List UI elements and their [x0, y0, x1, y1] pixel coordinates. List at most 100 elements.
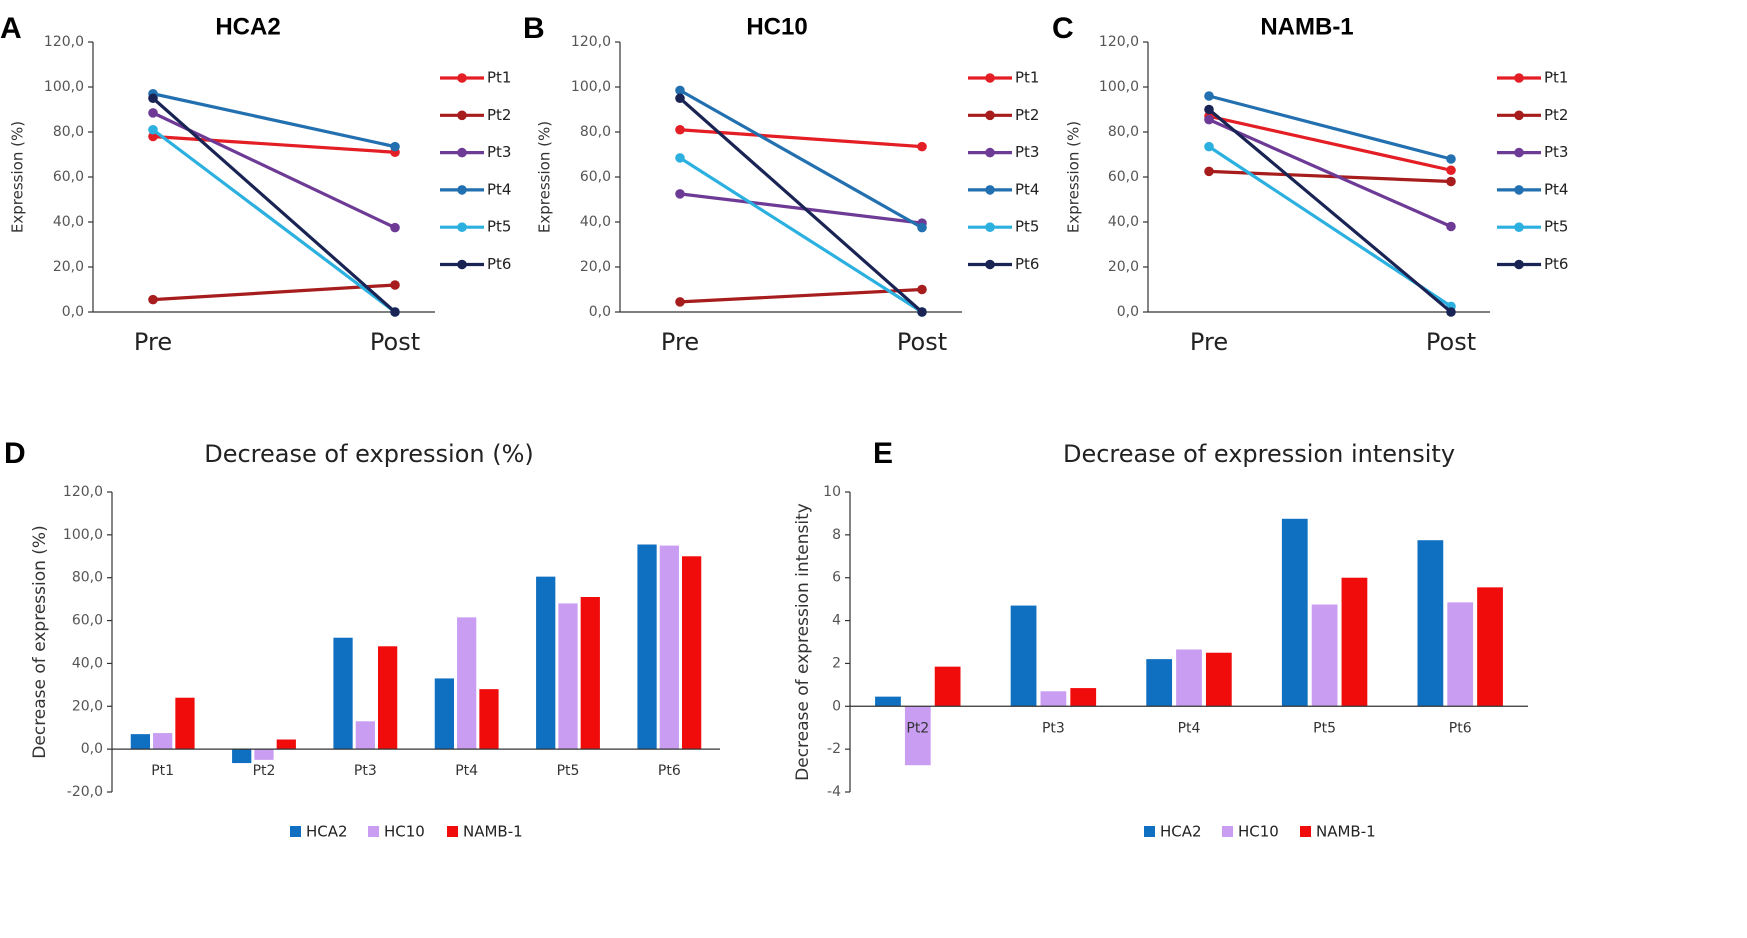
y-tick-label: 120,0: [1099, 34, 1139, 50]
x-category-label: Pt5: [1313, 720, 1336, 736]
bar-namb-1-pt3: [1070, 688, 1097, 707]
legend-label: Pt1: [487, 69, 511, 87]
data-point: [1204, 91, 1214, 101]
panel-a: A HCA2 0,0 20,0 40,0 60,0 80,0 100,0 120,0 Expres…: [0, 12, 511, 356]
bar-namb-1-pt3: [378, 646, 398, 750]
panel-letter: C: [1052, 12, 1074, 45]
y-tick-label: 60,0: [580, 169, 611, 185]
legend-label: HCA2: [306, 823, 348, 841]
y-tick-label: 100,0: [63, 527, 103, 543]
bar-hc10-pt6: [1447, 602, 1474, 707]
chart-title: Decrease of expression intensity: [1063, 440, 1455, 468]
data-point: [675, 124, 685, 135]
bar-hc10-pt3: [355, 721, 375, 750]
bar-hc10-pt4: [1176, 649, 1202, 707]
bar-hc10-pt5: [1311, 604, 1338, 707]
data-point: [1204, 141, 1214, 152]
series-line-pt3: [678, 192, 924, 225]
bar-hc10-pt3: [1040, 691, 1067, 707]
data-point: [1446, 221, 1456, 232]
x-category-label: Pt4: [455, 763, 478, 779]
legend-swatch: [368, 826, 379, 837]
legend-swatch: [290, 826, 301, 837]
y-tick-label: -4: [827, 784, 841, 800]
bar-hca2-pt2: [875, 696, 901, 707]
bar-hc10-pt4: [457, 617, 477, 750]
y-tick-label: 20,0: [580, 259, 611, 275]
data-point: [148, 131, 158, 142]
bar-namb-1-pt6: [682, 556, 702, 750]
data-point: [148, 93, 158, 104]
legend-label: Pt3: [487, 143, 511, 161]
legend-marker: [985, 110, 995, 121]
data-point: [148, 124, 158, 135]
x-category-label: Post: [897, 328, 947, 356]
x-category-label: Post: [1426, 328, 1476, 356]
bar-namb-1-pt6: [1477, 587, 1503, 707]
legend-marker: [985, 185, 995, 195]
legend-label: Pt2: [487, 106, 511, 124]
data-point: [390, 307, 400, 317]
legend-label: Pt4: [487, 180, 511, 198]
y-tick-label: 8: [832, 527, 841, 543]
data-point: [390, 222, 400, 233]
legend-marker: [457, 73, 467, 83]
series-line-pt5: [151, 128, 397, 314]
data-point: [390, 280, 400, 290]
bar-hca2-pt4: [1146, 659, 1173, 707]
legend-label: Pt3: [1544, 143, 1568, 161]
y-tick-label: 80,0: [72, 570, 103, 586]
series-line-pt5: [678, 156, 924, 314]
y-axis-label: Expression (%): [9, 121, 27, 233]
x-category-label: Pt2: [906, 720, 929, 736]
bar-hca2-pt5: [1281, 518, 1308, 707]
bar-hc10-pt5: [558, 603, 578, 750]
y-tick-label: 2: [832, 655, 841, 671]
legend-label: Pt2: [1015, 106, 1039, 124]
legend-label: Pt4: [1544, 180, 1568, 198]
bar-hca2-pt3: [1010, 605, 1037, 707]
bar-hca2-pt2: [232, 749, 252, 764]
y-axis-label: Decrease of expression intensity: [793, 503, 813, 781]
y-axis-label: Decrease of expression (%): [30, 525, 50, 758]
legend-label: HC10: [1238, 823, 1279, 841]
bar-hca2-pt3: [333, 637, 353, 750]
y-tick-label: 20,0: [1108, 259, 1139, 275]
y-tick-label: 0,0: [62, 304, 84, 320]
series-line-pt4: [678, 88, 924, 230]
data-point: [148, 108, 158, 118]
x-category-label: Pre: [1190, 328, 1228, 356]
y-tick-label: 60,0: [53, 169, 84, 185]
panel-letter: E: [873, 437, 893, 470]
legend-marker: [1514, 73, 1524, 83]
legend-marker: [1514, 110, 1524, 121]
y-tick-label: 0,0: [81, 741, 103, 757]
y-tick-label: 10: [823, 484, 841, 500]
y-tick-label: 4: [832, 613, 841, 629]
legend-marker: [1514, 147, 1524, 158]
x-category-label: Pre: [134, 328, 172, 356]
chart-title: NAMB-1: [1260, 13, 1353, 40]
y-tick-label: 120,0: [63, 484, 103, 500]
data-point: [675, 189, 685, 199]
legend-marker: [457, 110, 467, 121]
data-point: [917, 222, 927, 233]
legend-label: Pt5: [1015, 218, 1039, 236]
series-line-pt1: [1207, 114, 1453, 172]
y-tick-label: 40,0: [53, 214, 84, 230]
y-tick-label: 20,0: [72, 698, 103, 714]
bar-hca2-pt1: [130, 734, 150, 750]
x-category-label: Pt3: [354, 763, 377, 779]
legend-marker: [457, 147, 467, 158]
data-point: [1204, 114, 1214, 125]
series-line-pt6: [151, 96, 397, 314]
bar-hc10-pt2: [904, 706, 931, 766]
y-tick-label: -2: [827, 741, 841, 757]
y-tick-label: 80,0: [53, 124, 84, 140]
legend-marker: [985, 73, 995, 83]
bar-hca2-pt5: [536, 576, 556, 750]
bar-namb-1-pt5: [1341, 577, 1368, 707]
bar-hca2-pt6: [637, 544, 657, 750]
legend-marker: [1514, 259, 1524, 270]
